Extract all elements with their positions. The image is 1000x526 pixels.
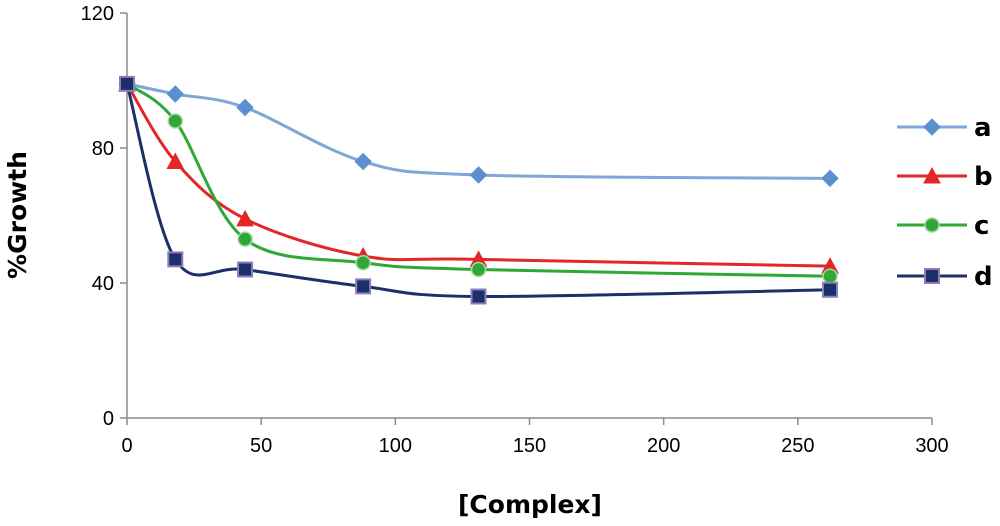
series-a-point	[354, 152, 372, 171]
y-tick-label: 0	[103, 408, 114, 430]
series-b-point	[166, 152, 185, 169]
series-a-line	[126, 82, 831, 180]
x-tick-label: 150	[513, 435, 546, 457]
series-d-point	[119, 75, 135, 92]
series-c-point	[822, 268, 838, 284]
series-c-point	[167, 113, 184, 129]
y-axis-title: %Growth	[3, 151, 32, 279]
axes: 0 40 80 120 0 50 100 150 200 250 300	[81, 3, 949, 457]
y-tick-label: 80	[92, 138, 114, 160]
legend-label: c	[974, 211, 989, 241]
series-a-point	[469, 166, 488, 184]
series-d-line	[125, 83, 831, 299]
legend-swatch-marker	[923, 166, 941, 184]
x-axis-title: [Complex]	[458, 490, 602, 519]
x-tick-label: 300	[915, 435, 948, 457]
series-c-point	[237, 231, 253, 247]
legend-entry-d: d	[897, 262, 993, 292]
legend-swatch-marker	[923, 118, 941, 136]
series-d-point	[237, 261, 254, 278]
series-a-point	[821, 169, 839, 188]
series-c-point	[470, 261, 487, 278]
series-c-point	[355, 255, 371, 271]
legend-swatch-marker	[924, 268, 940, 284]
y-tick-label: 120	[81, 3, 114, 25]
series-d-point	[470, 288, 487, 305]
legend-entry-a: a	[897, 113, 992, 143]
legend-entry-c: c	[897, 211, 989, 241]
x-tick-label: 100	[379, 435, 412, 457]
series-c-line	[126, 82, 831, 278]
series-d-point	[355, 278, 372, 295]
series-a-point	[166, 85, 185, 103]
series-d	[119, 75, 839, 305]
series-layer	[118, 74, 839, 305]
legend-label: d	[974, 262, 993, 292]
series-a-point	[236, 98, 254, 117]
y-tick-label: 40	[92, 273, 114, 295]
x-tick-label: 0	[121, 435, 132, 457]
series-a	[118, 75, 839, 188]
x-tick-label: 250	[781, 435, 814, 457]
legend-label: a	[974, 113, 992, 143]
x-tick-label: 200	[647, 435, 680, 457]
legend-entry-b: b	[897, 162, 993, 192]
x-tick-label: 50	[250, 435, 272, 457]
legend-swatch-marker	[924, 217, 940, 233]
series-b-point	[236, 209, 254, 227]
series-d-point	[822, 281, 839, 298]
legend-label: b	[974, 162, 993, 192]
series-d-point	[167, 251, 184, 268]
